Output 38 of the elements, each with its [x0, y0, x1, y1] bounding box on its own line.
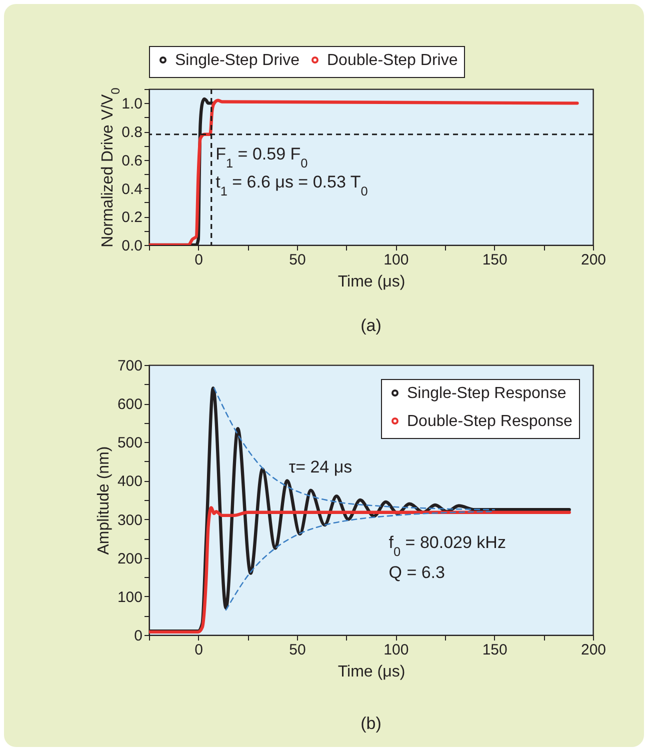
y-tick-label: 0.2	[122, 209, 142, 226]
annotation: F$_{1}$ = 0.59 F$_{0}$	[216, 144, 308, 170]
annotation: Q = 6.3	[388, 562, 445, 582]
x-tick-label: 200	[580, 252, 606, 268]
x-tick-label: 0	[194, 252, 204, 268]
legend-label: Double-Step Response	[407, 413, 573, 430]
y-tick-label: 600	[117, 396, 142, 414]
annotation: t$_{1}$ = 6.6 μs = 0.53 T$_{0}$	[216, 172, 368, 198]
y-axis-title: Amplitude (nm)	[95, 446, 112, 555]
y-tick-label: 700	[117, 358, 142, 374]
annotation: τ= 24 μs	[288, 458, 352, 477]
legend-label: Double-Step Drive	[327, 52, 458, 69]
x-tick-label: 200	[580, 642, 606, 658]
x-tick-label: 100	[384, 642, 409, 658]
legend-label: Single-Step Response	[407, 385, 566, 402]
annotation: f$_{0}$ = 80.029 kHz	[388, 533, 506, 559]
x-tick-label: 150	[482, 642, 508, 658]
x-tick-label: 100	[384, 252, 409, 268]
y-tick-label: 0	[134, 628, 142, 644]
y-tick-label: 1.0	[122, 96, 142, 113]
y-tick-label: 400	[117, 473, 142, 490]
x-axis-title: Time (μs)	[338, 274, 406, 290]
y-tick-label: 0.6	[122, 152, 142, 170]
y-tick-label: 0.0	[122, 238, 142, 254]
y-tick-label: 300	[117, 512, 142, 529]
y-tick-label: 0.8	[122, 124, 142, 142]
y-tick-label: 0.4	[122, 180, 142, 198]
y-tick-label: 500	[117, 434, 142, 452]
x-axis-title: Time (μs)	[338, 664, 406, 680]
x-tick-label: 50	[289, 642, 306, 658]
x-tick-label: 0	[194, 642, 204, 658]
text: (b)	[360, 714, 382, 734]
x-tick-label: 150	[482, 252, 508, 268]
legend-label: Single-Step Drive	[175, 52, 300, 69]
y-tick-label: 200	[117, 550, 142, 568]
y-tick-label: 100	[117, 588, 142, 606]
text: (a)	[360, 316, 382, 336]
x-tick-label: 50	[289, 252, 306, 268]
